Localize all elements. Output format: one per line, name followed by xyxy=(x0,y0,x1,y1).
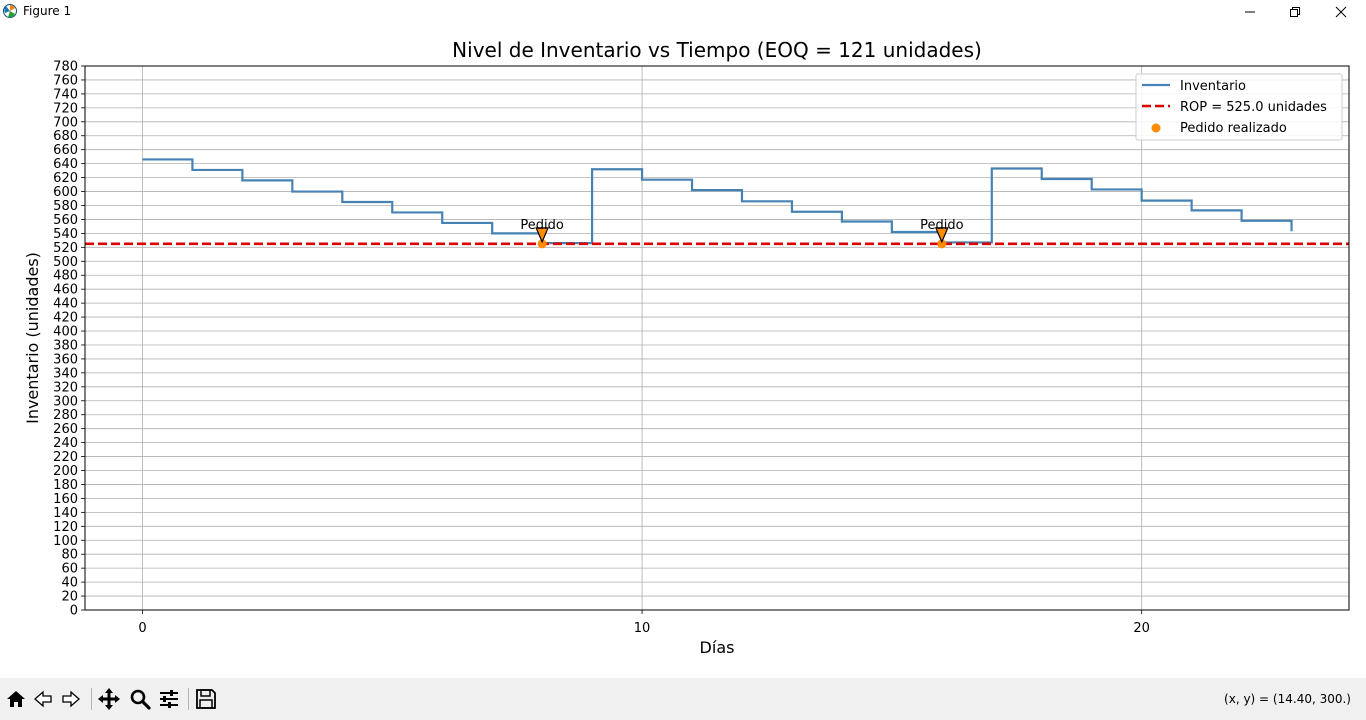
y-tick-label: 280 xyxy=(53,408,78,423)
order-markers: Pedido Pedido xyxy=(520,218,964,249)
legend-label: Inventario xyxy=(1180,79,1246,94)
y-tick-label: 160 xyxy=(53,492,78,507)
y-axis-label: Inventario (unidades) xyxy=(23,252,42,424)
y-tick-label: 320 xyxy=(53,380,78,395)
x-tick-label: 0 xyxy=(138,621,146,636)
close-icon xyxy=(1335,6,1347,17)
y-tick-label: 200 xyxy=(53,464,78,479)
order-point xyxy=(937,239,947,249)
y-tick-label: 520 xyxy=(53,241,78,256)
y-tick-label: 260 xyxy=(53,422,78,437)
y-tick-label: 460 xyxy=(53,283,78,298)
legend: Inventario ROP = 525.0 unidades Pedido rea… xyxy=(1135,73,1343,141)
save-button[interactable] xyxy=(193,686,219,712)
y-tick-label: 420 xyxy=(53,311,78,326)
y-tick-label: 360 xyxy=(53,352,78,367)
y-tick-label: 700 xyxy=(53,115,78,130)
y-tick-label: 60 xyxy=(61,562,78,577)
axes-frame xyxy=(84,65,1350,611)
forward-button[interactable] xyxy=(58,686,84,712)
data-series xyxy=(85,158,1349,246)
annotation-arrow xyxy=(934,227,949,244)
back-arrow-icon xyxy=(34,690,52,708)
legend-swatch-orders xyxy=(1151,123,1161,133)
y-tick-label: 300 xyxy=(53,394,78,409)
inventory-step-line xyxy=(142,158,1293,245)
y-tick-label: 400 xyxy=(53,325,78,340)
y-tick-label: 720 xyxy=(53,101,78,116)
annotation-arrow xyxy=(535,227,550,244)
x-axis-label: Días xyxy=(700,638,735,657)
back-button[interactable] xyxy=(30,686,56,712)
y-tick-label: 240 xyxy=(53,436,78,451)
grid-lines xyxy=(85,65,1349,611)
y-tick-label: 500 xyxy=(53,255,78,270)
annotation-label: Pedido xyxy=(920,218,963,233)
order-point xyxy=(537,239,547,249)
restore-icon xyxy=(1290,6,1300,17)
chart-title: Nivel de Inventario vs Tiempo (EOQ = 121… xyxy=(452,38,982,62)
y-tick-label: 380 xyxy=(53,338,78,353)
y-tick-label: 80 xyxy=(61,548,78,563)
annotation-label: Pedido xyxy=(520,218,563,233)
configure-subplots-icon xyxy=(160,690,178,708)
y-tick-label: 560 xyxy=(53,213,78,228)
y-tick-label: 120 xyxy=(53,520,78,535)
y-tick-label: 20 xyxy=(61,590,78,605)
legend-label: Pedido realizado xyxy=(1180,121,1287,136)
figure-canvas[interactable]: Pedido Pedido 0 20 40 60 80 100 120 140 160 180 200… xyxy=(0,23,1366,678)
window-title: Figure 1 xyxy=(23,4,72,18)
maximize-button[interactable] xyxy=(1272,0,1318,23)
axis-ticks: 0204060801001201401601802002202402602803… xyxy=(53,60,1150,637)
inventory-chart: Pedido Pedido 020406080100120140160180200… xyxy=(23,38,1350,657)
y-tick-label: 680 xyxy=(53,129,78,144)
home-button[interactable] xyxy=(3,686,29,712)
y-tick-label: 480 xyxy=(53,269,78,284)
window-titlebar: Figure 1 xyxy=(0,0,1366,23)
y-tick-label: 340 xyxy=(53,366,78,381)
zoom-button[interactable] xyxy=(127,686,153,712)
legend-label: ROP = 525.0 unidades xyxy=(1180,100,1327,115)
pan-icon xyxy=(98,688,120,710)
y-tick-label: 440 xyxy=(53,297,78,312)
x-tick-label: 10 xyxy=(634,621,651,636)
y-tick-label: 540 xyxy=(53,227,78,242)
minimize-button[interactable] xyxy=(1227,0,1273,23)
minimize-icon xyxy=(1245,11,1255,12)
zoom-icon xyxy=(130,689,151,710)
y-tick-label: 760 xyxy=(53,73,78,88)
toolbar-separator xyxy=(91,688,92,710)
pan-button[interactable] xyxy=(96,686,122,712)
forward-arrow-icon xyxy=(62,690,80,708)
y-tick-label: 600 xyxy=(53,185,78,200)
close-button[interactable] xyxy=(1318,0,1364,23)
y-tick-label: 580 xyxy=(53,199,78,214)
toolbar-separator xyxy=(188,688,189,710)
y-tick-label: 0 xyxy=(70,604,78,619)
y-tick-label: 180 xyxy=(53,478,78,493)
legend-box xyxy=(1135,73,1343,141)
y-tick-label: 660 xyxy=(53,143,78,158)
y-tick-label: 620 xyxy=(53,171,78,186)
y-tick-label: 40 xyxy=(61,576,78,591)
cursor-coordinates: (x, y) = (14.40, 300.) xyxy=(1224,692,1351,706)
matplotlib-icon xyxy=(3,4,17,18)
save-icon xyxy=(196,689,216,709)
y-tick-label: 100 xyxy=(53,534,78,549)
configure-subplots-button[interactable] xyxy=(156,686,182,712)
y-tick-label: 220 xyxy=(53,450,78,465)
navigation-toolbar: (x, y) = (14.40, 300.) xyxy=(0,678,1366,720)
home-icon xyxy=(7,691,25,707)
y-tick-label: 740 xyxy=(53,87,78,102)
y-tick-label: 780 xyxy=(53,60,78,75)
y-tick-label: 140 xyxy=(53,506,78,521)
y-tick-label: 640 xyxy=(53,157,78,172)
x-tick-label: 20 xyxy=(1133,621,1150,636)
